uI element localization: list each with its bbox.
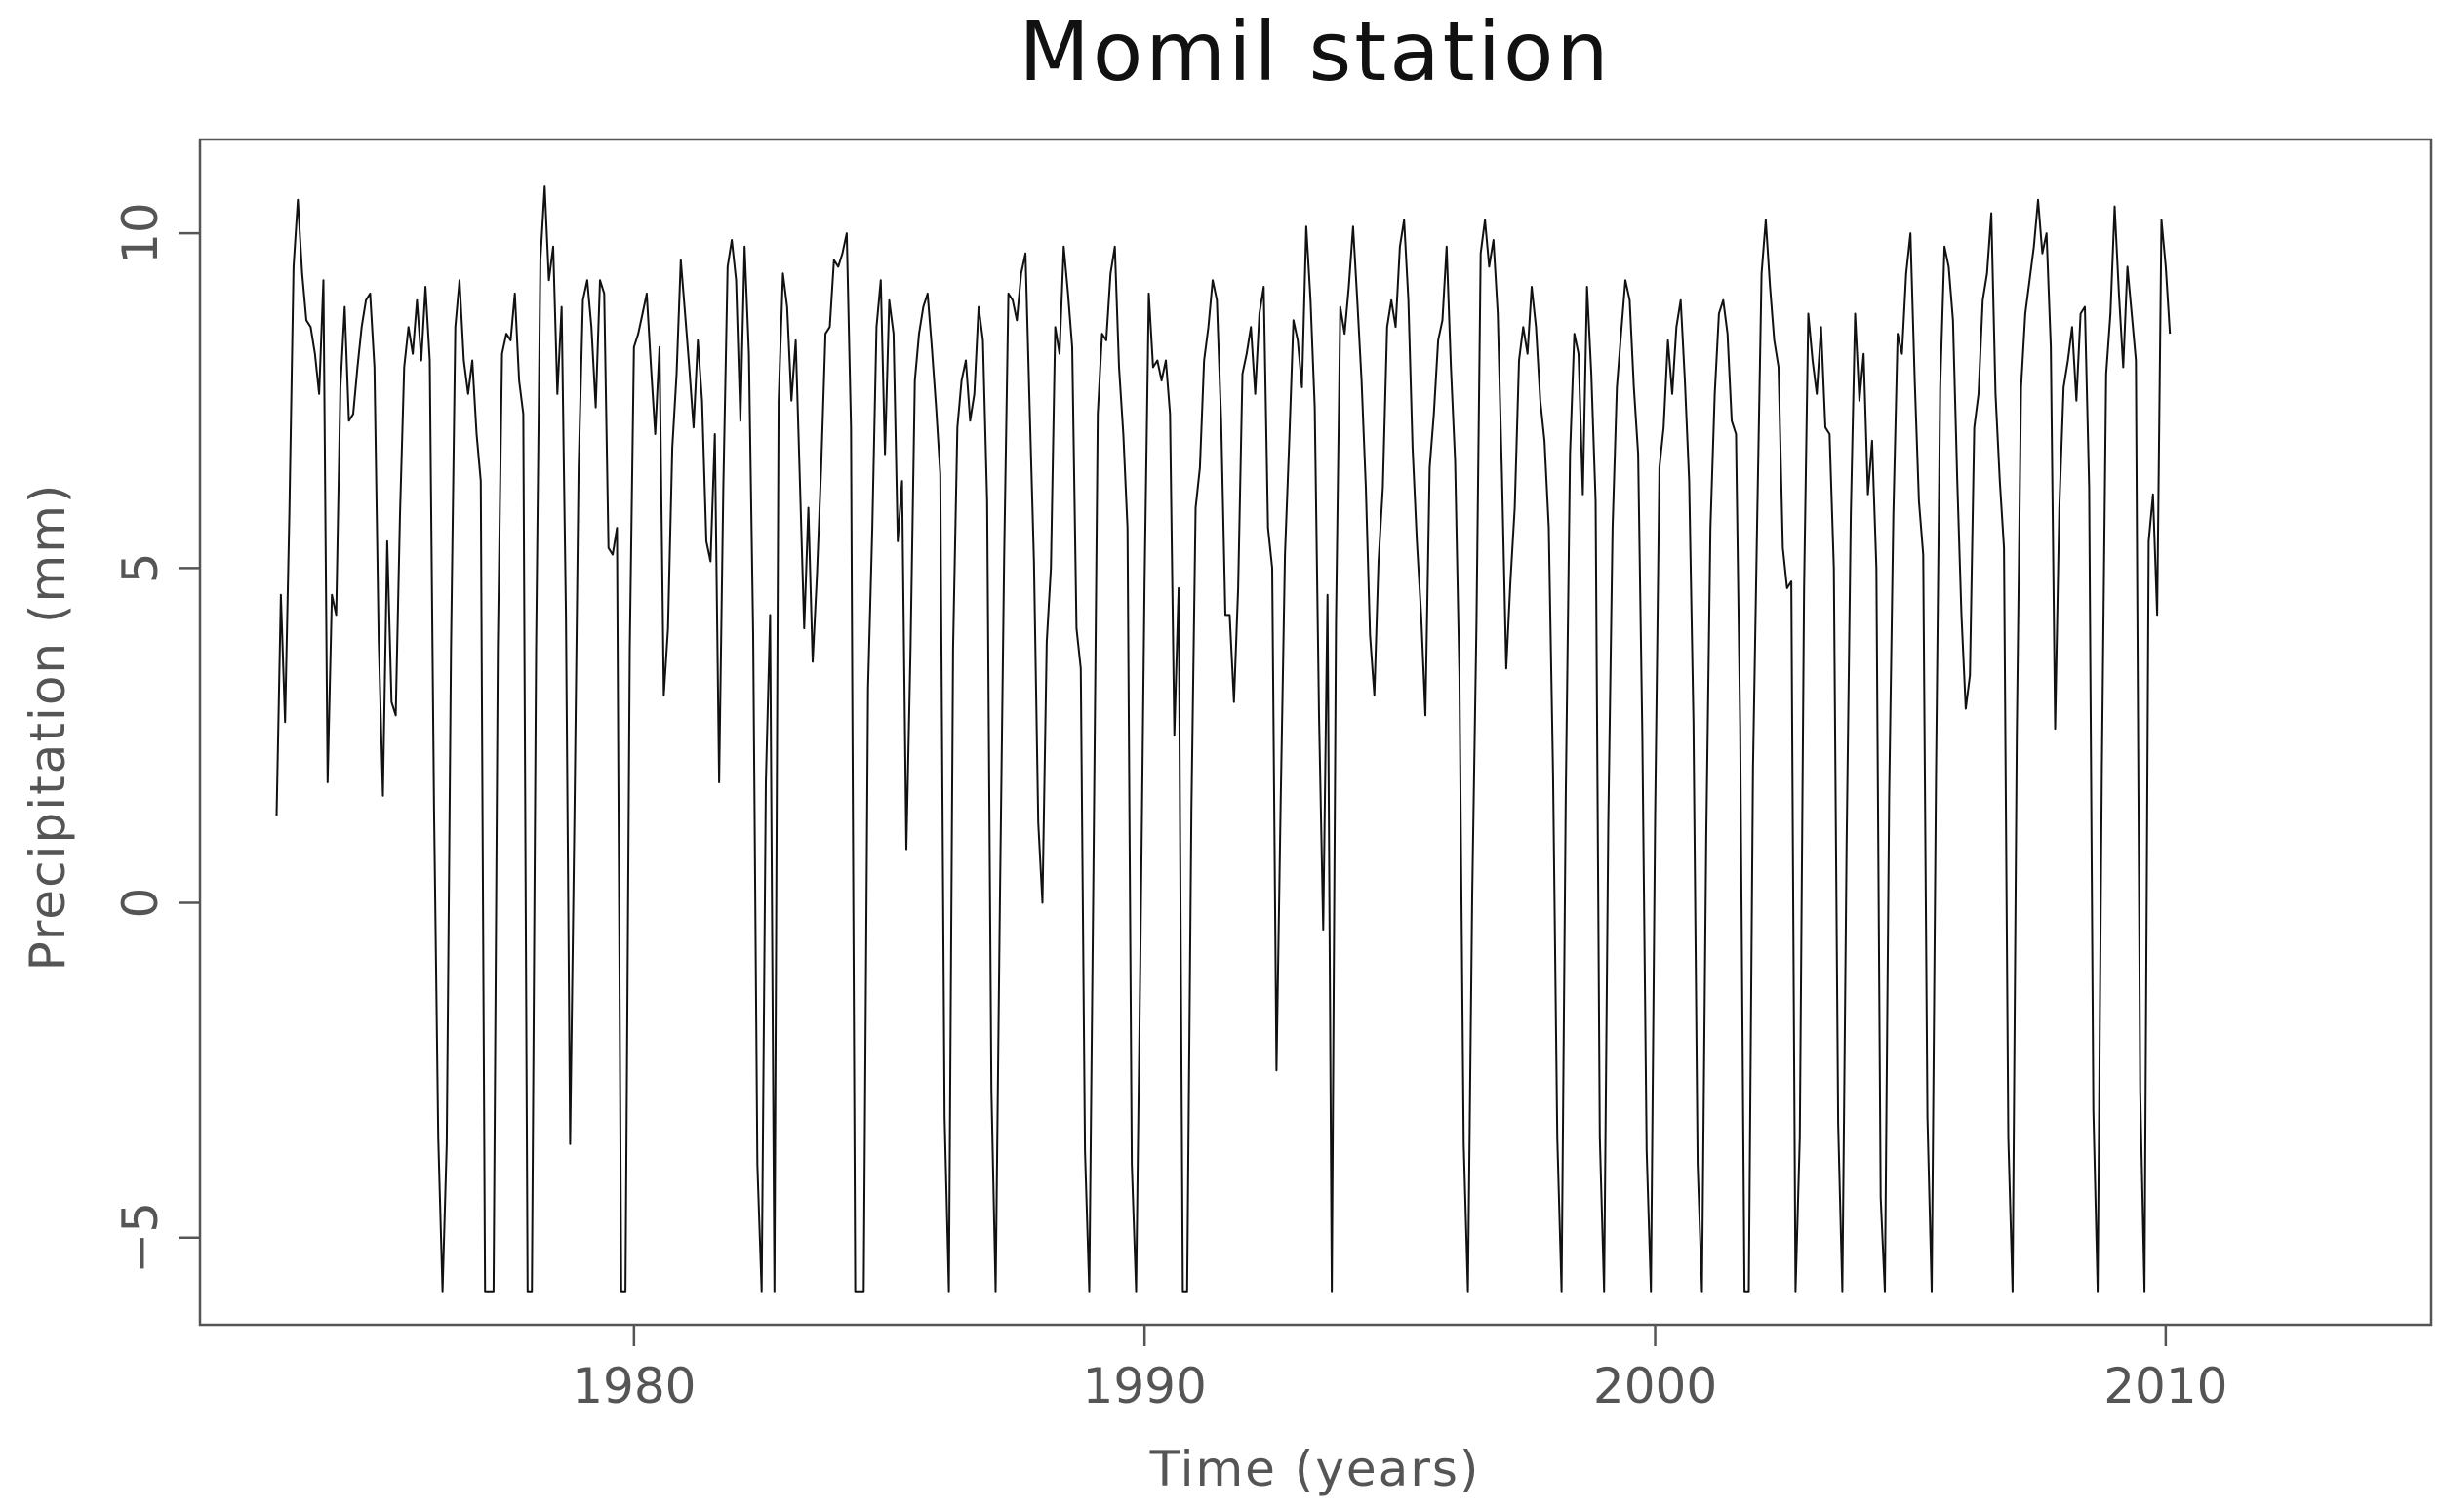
chart-title: Momil station — [1019, 4, 1611, 99]
y-axis-title: Precipitation (mm) — [20, 483, 76, 972]
x-axis-title: Time (years) — [1149, 1441, 1481, 1497]
x-axis: 1980 1990 2000 2010 — [572, 1325, 2227, 1414]
x-tick-label: 2010 — [2103, 1358, 2227, 1414]
y-tick-label: 10 — [112, 202, 169, 264]
y-tick-label: 0 — [112, 888, 169, 919]
y-tick-label: −5 — [112, 1202, 169, 1274]
y-tick-label: 5 — [112, 552, 169, 583]
y-axis: −5 0 5 10 — [112, 202, 200, 1274]
precipitation-series-line — [275, 185, 2172, 1293]
x-tick-label: 1990 — [1083, 1358, 1207, 1414]
plot-frame — [198, 138, 2433, 1327]
x-tick-label: 2000 — [1593, 1358, 1717, 1414]
x-tick-label: 1980 — [572, 1358, 696, 1414]
